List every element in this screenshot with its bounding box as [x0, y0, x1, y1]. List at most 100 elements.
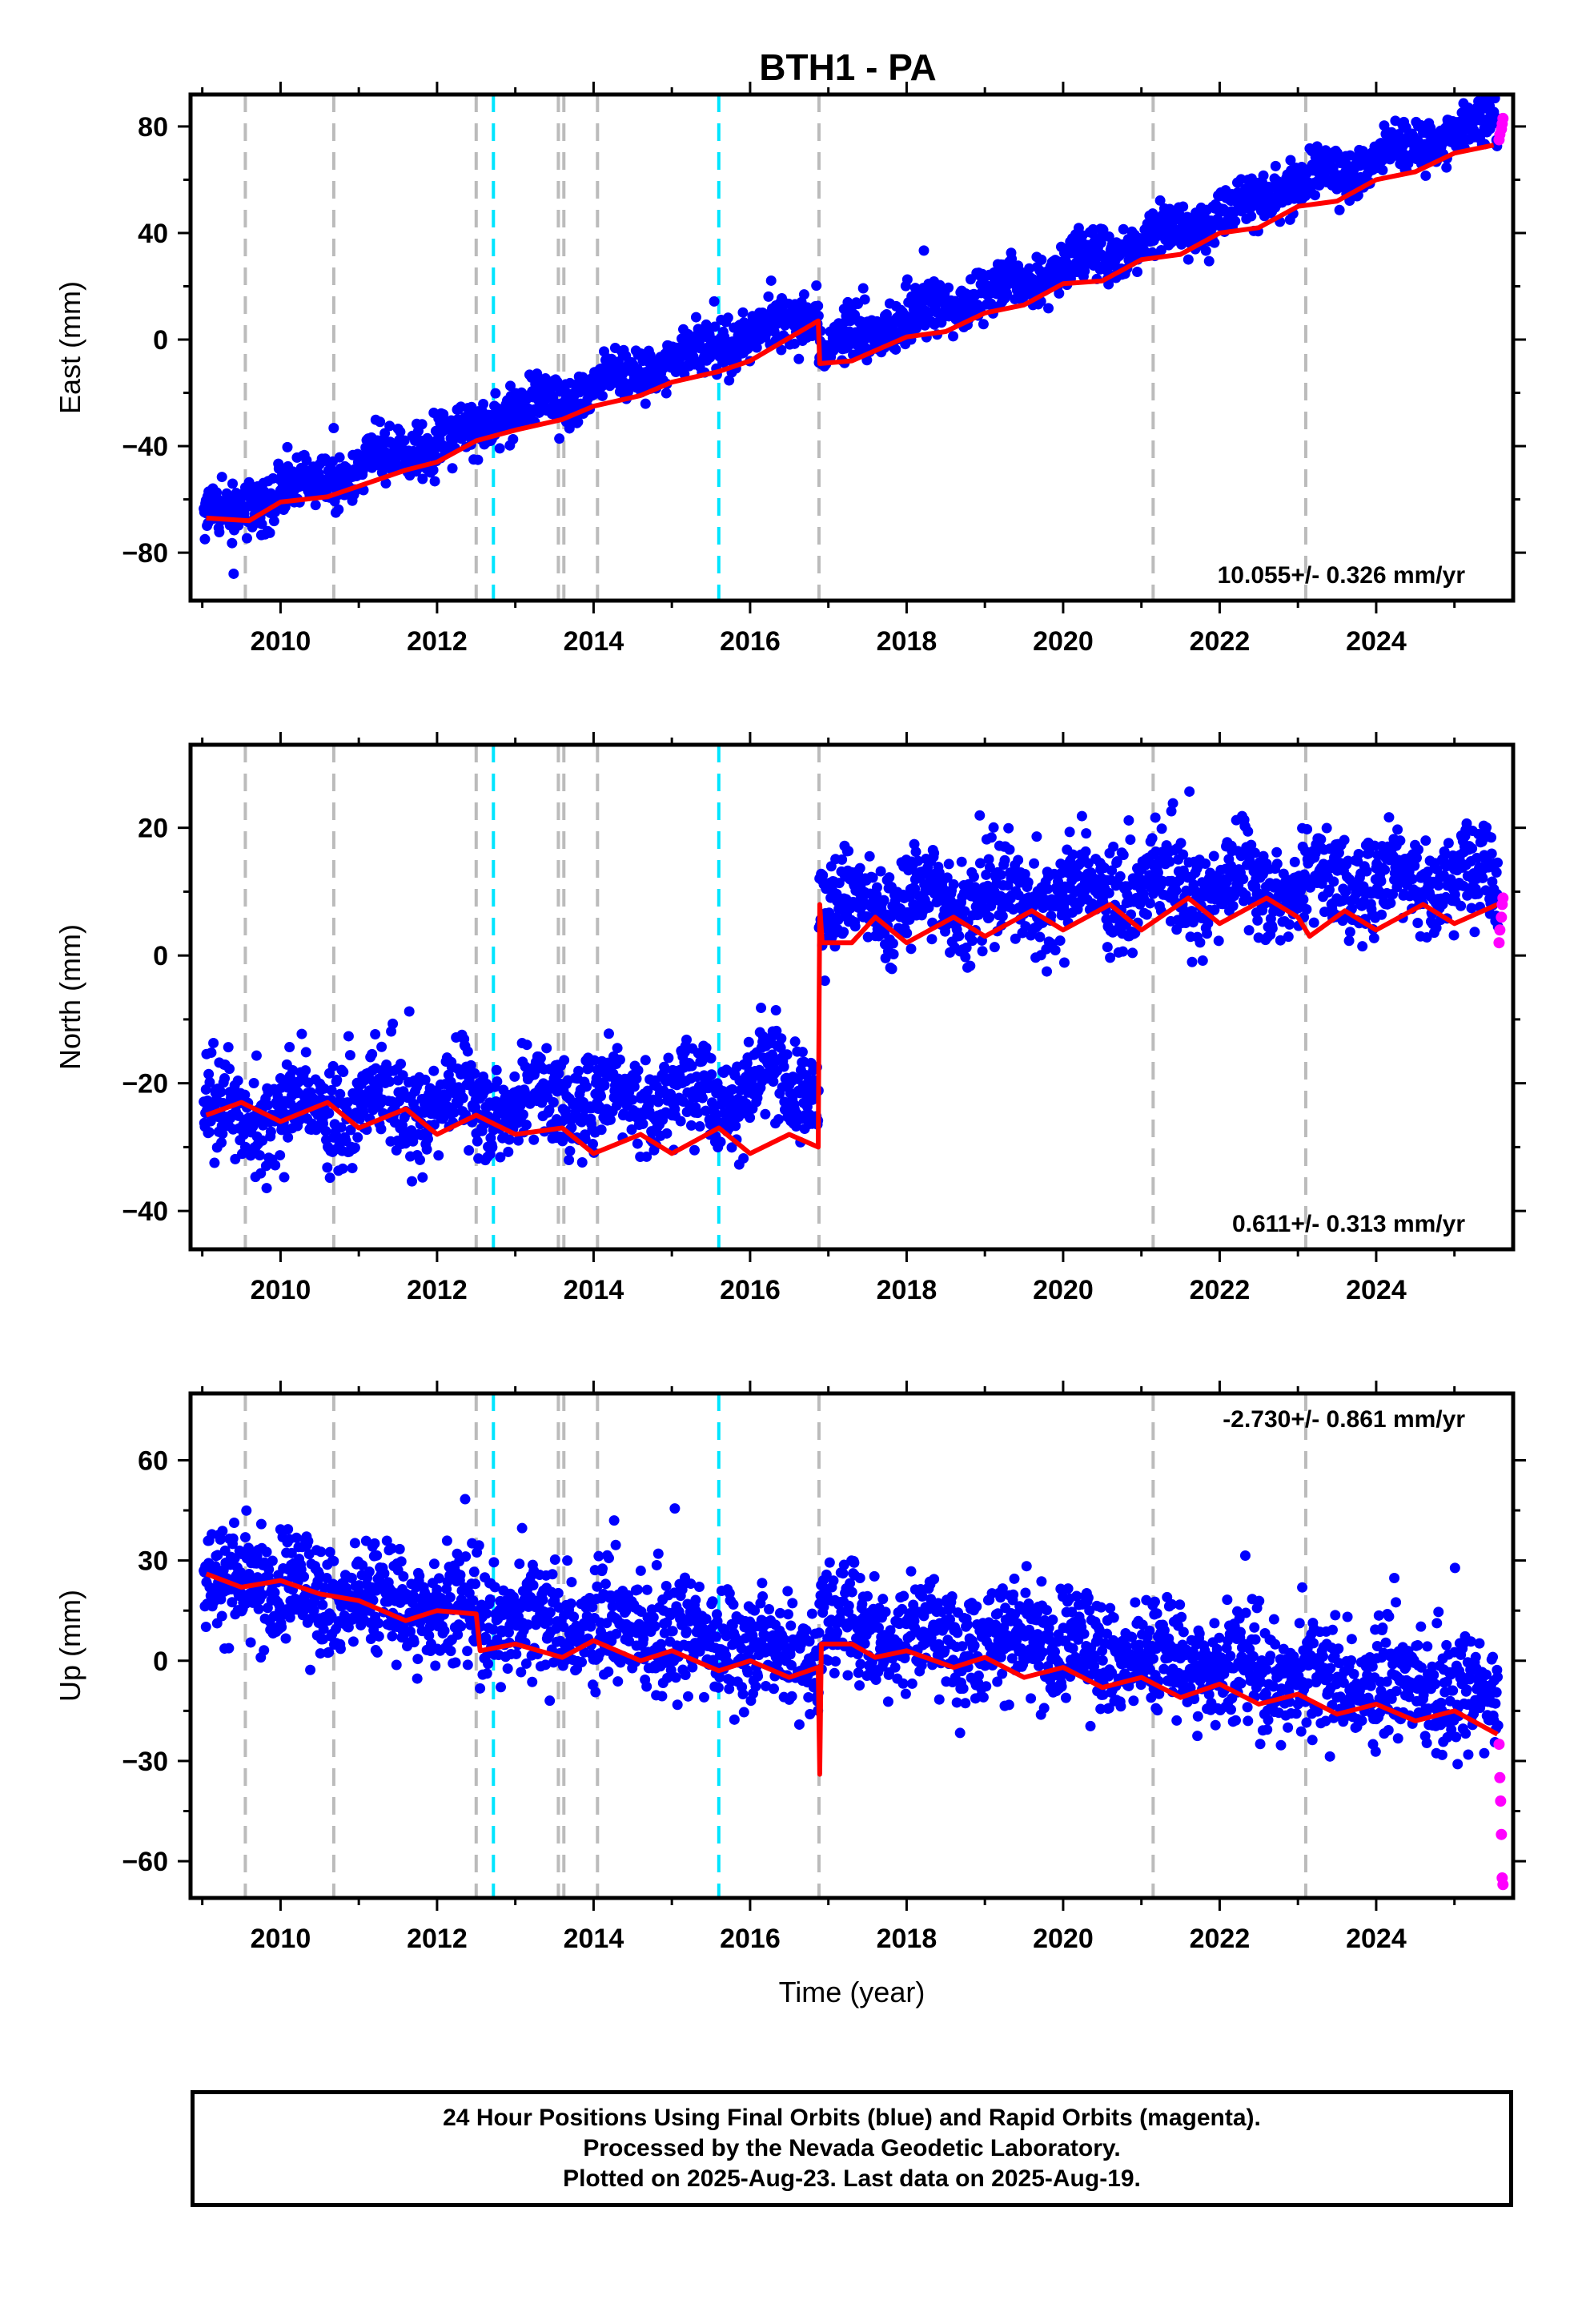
data-point	[961, 942, 972, 953]
data-point	[535, 1052, 546, 1063]
data-point	[1469, 927, 1480, 938]
x-tick-label: 2016	[720, 626, 781, 657]
data-point	[1252, 915, 1263, 926]
data-point	[544, 1104, 555, 1116]
data-point	[1155, 244, 1166, 255]
data-point	[1010, 933, 1021, 944]
data-point	[768, 1076, 779, 1088]
data-point	[1466, 903, 1477, 914]
data-point	[265, 1126, 276, 1137]
data-point	[999, 854, 1010, 866]
data-point	[751, 342, 762, 353]
data-point	[1267, 923, 1278, 934]
data-point	[614, 1054, 625, 1065]
data-point	[943, 858, 954, 870]
rate-label: 10.055+/- 0.326 mm/yr	[1218, 562, 1466, 589]
data-point	[1411, 852, 1422, 863]
data-point	[1489, 94, 1500, 104]
data-point	[772, 318, 783, 329]
data-point	[966, 935, 978, 947]
data-point	[1395, 835, 1406, 846]
data-point	[926, 934, 938, 945]
data-point	[709, 296, 720, 307]
data-point	[1103, 887, 1114, 899]
data-point	[323, 1108, 335, 1119]
final-orbit-points	[199, 94, 1504, 579]
data-point	[1114, 870, 1126, 882]
data-point	[773, 1114, 785, 1125]
data-point	[322, 1162, 333, 1173]
data-point	[959, 906, 970, 917]
data-point	[697, 1092, 708, 1104]
data-point	[478, 399, 489, 410]
data-point	[203, 1068, 215, 1080]
data-point	[255, 1168, 267, 1179]
data-point	[1310, 190, 1321, 201]
data-point	[730, 1120, 741, 1132]
y-tick-label: −80	[122, 538, 168, 569]
data-point	[367, 1048, 378, 1059]
data-point	[227, 478, 239, 489]
data-point	[1184, 786, 1195, 797]
data-point	[1064, 826, 1075, 838]
data-point	[1409, 860, 1420, 871]
data-point	[1246, 211, 1257, 222]
data-point	[1445, 874, 1456, 885]
data-point	[663, 1052, 674, 1063]
data-point	[807, 1094, 818, 1105]
data-point	[1353, 848, 1364, 859]
data-point	[227, 537, 238, 549]
data-point	[837, 854, 848, 865]
data-point	[420, 1074, 431, 1085]
data-point	[521, 1039, 532, 1051]
data-point	[372, 1084, 383, 1096]
data-point	[1289, 856, 1300, 867]
chart-title: BTH1 - PA	[759, 46, 937, 88]
data-point	[631, 1073, 642, 1084]
data-point	[386, 1026, 397, 1037]
data-point	[1275, 935, 1286, 946]
x-tick-label: 2010	[251, 626, 311, 657]
data-point	[1467, 842, 1478, 854]
data-point	[726, 1142, 737, 1153]
data-point	[765, 275, 777, 286]
data-point	[1441, 162, 1452, 173]
data-point	[1167, 798, 1178, 809]
data-point	[1154, 195, 1166, 206]
data-point	[692, 1108, 703, 1119]
data-point	[1118, 223, 1129, 235]
data-point	[1448, 930, 1460, 941]
data-point	[960, 951, 971, 963]
data-point	[965, 960, 976, 971]
data-point	[986, 832, 997, 843]
data-point	[1343, 935, 1355, 947]
data-point	[1170, 885, 1182, 896]
data-point	[1376, 909, 1387, 920]
data-point	[1203, 255, 1215, 267]
data-point	[974, 858, 986, 869]
data-point	[256, 518, 267, 529]
data-point	[1209, 237, 1220, 248]
data-point	[381, 1059, 392, 1071]
data-point	[886, 963, 897, 975]
data-point	[512, 1135, 524, 1146]
data-point	[447, 463, 458, 474]
data-point	[469, 1068, 480, 1080]
data-point	[397, 1070, 408, 1081]
data-point	[743, 1036, 754, 1047]
data-point	[1013, 854, 1024, 866]
data-point	[1238, 874, 1249, 885]
data-point	[1202, 928, 1213, 939]
data-point	[1002, 288, 1013, 300]
data-point	[640, 398, 651, 409]
data-point	[520, 1120, 532, 1131]
data-point	[1302, 823, 1313, 834]
data-point	[745, 1112, 756, 1124]
data-point	[642, 1085, 653, 1096]
data-point	[628, 1081, 640, 1092]
data-point	[347, 1163, 358, 1174]
data-point	[1477, 872, 1488, 883]
data-point	[1111, 856, 1122, 867]
data-point	[756, 1003, 767, 1014]
